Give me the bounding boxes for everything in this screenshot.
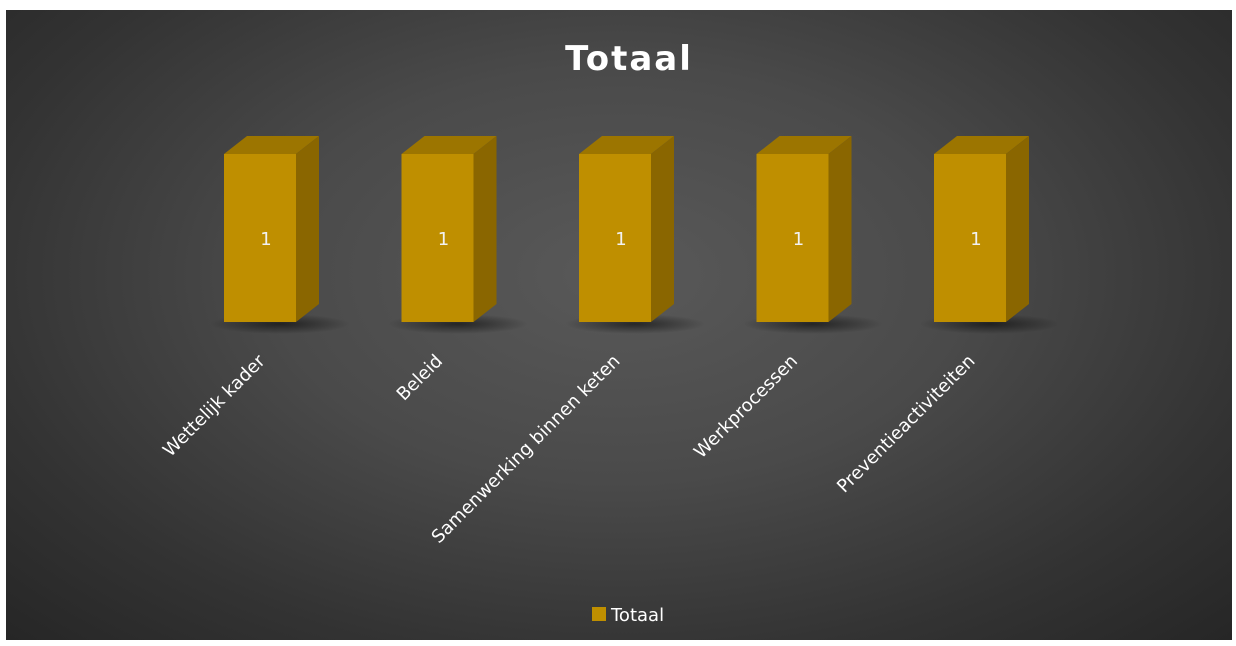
bar-front-face: [934, 154, 1006, 322]
bar-side-face: [1006, 136, 1029, 322]
category-label: Samenwerking binnen keten: [428, 351, 625, 548]
bars: 1 1 1 1 1: [224, 136, 1029, 322]
chart-svg: Totaal 1 1 1 1 1 Wettelijk kader BeleidSamenw…: [159, 39, 1060, 626]
bar-side-face: [651, 136, 674, 322]
bar-side-face: [296, 136, 319, 322]
legend: Totaal: [592, 605, 664, 626]
bar-top-face: [224, 136, 319, 154]
bar-top-face: [401, 136, 497, 154]
bar: [934, 136, 1029, 322]
category-label: Preventieactiviteiten: [833, 351, 980, 498]
data-label: 1: [793, 229, 804, 250]
category-label: Beleid: [393, 351, 447, 405]
legend-swatch: [592, 607, 606, 621]
legend-label: Totaal: [610, 605, 664, 626]
category-label: Wettelijk kader: [159, 350, 270, 461]
bar: [579, 136, 674, 322]
bar: [756, 136, 852, 322]
bar-top-face: [579, 136, 674, 154]
bar-front-face: [756, 154, 829, 322]
bar-side-face: [828, 136, 852, 322]
bar-front-face: [579, 154, 651, 322]
data-label: 1: [438, 229, 449, 250]
bar: [224, 136, 319, 322]
chart-title: Totaal: [565, 39, 693, 79]
bar-top-face: [934, 136, 1029, 154]
bar-top-face: [756, 136, 852, 154]
bar-front-face: [401, 154, 474, 322]
data-label: 1: [970, 229, 981, 250]
chart-area: Totaal 1 1 1 1 1 Wettelijk kader Beleid Samenw…: [6, 10, 1232, 640]
category-label: Werkprocessen: [690, 351, 802, 463]
bar: [401, 136, 497, 322]
bar-front-face: [224, 154, 296, 322]
bar-side-face: [473, 136, 497, 322]
data-label: 1: [615, 229, 626, 250]
data-label: 1: [260, 229, 271, 250]
